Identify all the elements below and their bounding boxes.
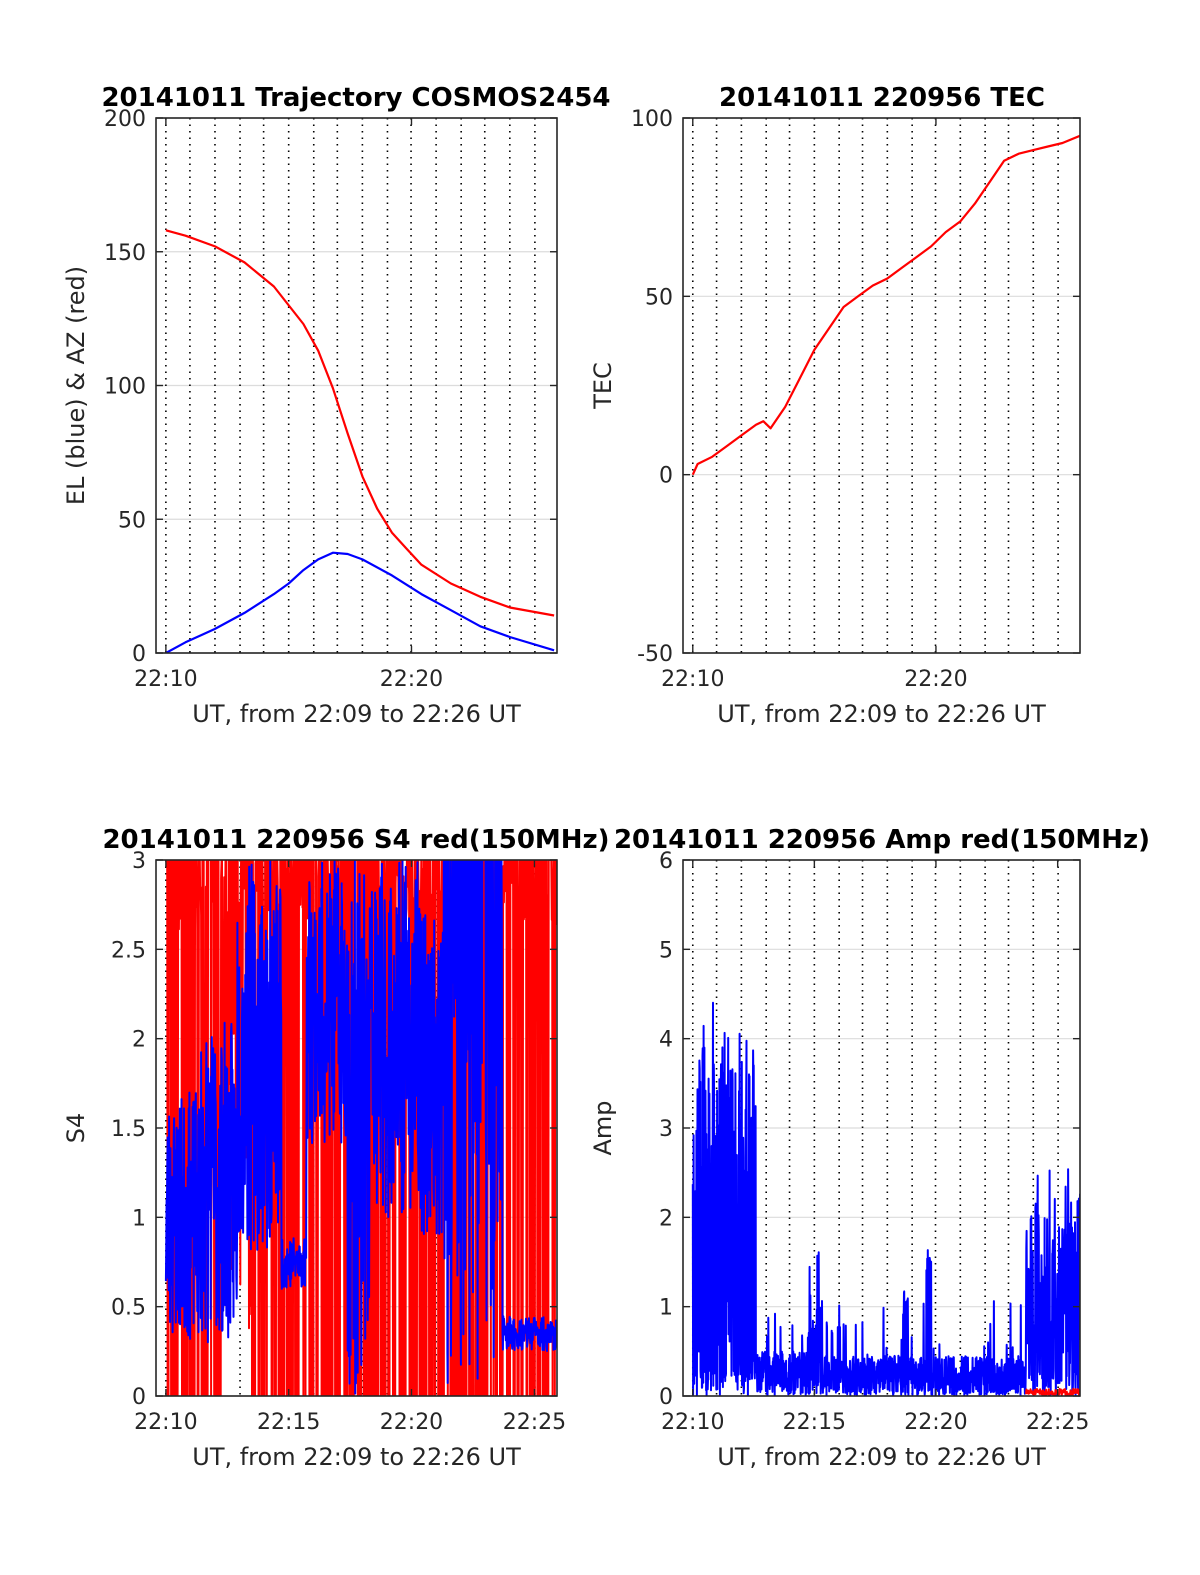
series-line-red [1025, 1387, 1080, 1396]
y-tick-label: 2 [659, 1206, 673, 1231]
y-tick-label: 0 [659, 464, 673, 489]
y-tick-label: 50 [118, 508, 146, 533]
y-tick-label: 0 [132, 642, 146, 667]
y-axis-label: TEC [589, 362, 617, 410]
x-tick-label: 22:15 [783, 1410, 846, 1435]
y-tick-label: 1 [132, 1206, 146, 1231]
y-axis-label: EL (blue) & AZ (red) [62, 266, 90, 505]
y-tick-label: 0.5 [111, 1296, 146, 1321]
x-axis-label: UT, from 22:09 to 22:26 UT [192, 1443, 521, 1471]
x-tick-label: 22:20 [904, 1410, 967, 1435]
y-tick-label: 2.5 [111, 938, 146, 963]
chart-title: 20141011 Trajectory COSMOS2454 [101, 83, 610, 113]
series-line-red [691, 134, 1080, 476]
chart-panel-2: 22:10 22:20 -50 0 50 100 20141011 220956 TEC UT… [589, 83, 1081, 728]
plot-area [691, 134, 1080, 476]
y-tick-label: 4 [659, 1028, 673, 1053]
y-tick-label: 1 [659, 1296, 673, 1321]
chart-title: 20141011 220956 S4 red(150MHz) [102, 825, 609, 855]
x-tick-label: 22:10 [134, 667, 197, 692]
y-tick-label: 100 [104, 375, 146, 400]
series-line-blue [691, 1001, 1080, 1396]
plot-area [691, 1001, 1080, 1396]
y-axis-label: S4 [62, 1113, 90, 1144]
y-tick-label: 0 [132, 1385, 146, 1410]
x-tick-label: 22:10 [661, 667, 724, 692]
chart-title: 20141011 220956 TEC [719, 83, 1045, 113]
series-line-blue [165, 551, 555, 653]
y-tick-label: 0 [659, 1385, 673, 1410]
y-tick-label: 1.5 [111, 1117, 146, 1142]
x-axis-label: UT, from 22:09 to 22:26 UT [717, 700, 1046, 728]
x-tick-label: 22:20 [380, 1410, 443, 1435]
chart-panel-3: 22:10 22:15 22:20 22:25 0 0.5 1 1.5 2 2.5 32014101… [62, 825, 610, 1471]
y-tick-label: -50 [637, 642, 673, 667]
x-axis-label: UT, from 22:09 to 22:26 UT [717, 1443, 1046, 1471]
x-tick-label: 22:20 [380, 667, 443, 692]
y-axis-label: Amp [589, 1100, 617, 1155]
x-tick-label: 22:25 [503, 1410, 566, 1435]
y-tick-label: 2 [132, 1028, 146, 1053]
y-tick-label: 5 [659, 938, 673, 963]
y-tick-label: 6 [659, 849, 673, 874]
plot-area [164, 860, 557, 1396]
y-tick-label: 50 [645, 285, 673, 310]
x-tick-label: 22:15 [257, 1410, 320, 1435]
chart-title: 20141011 220956 Amp red(150MHz) [614, 825, 1150, 855]
x-tick-label: 22:25 [1026, 1410, 1089, 1435]
y-tick-label: 200 [104, 107, 146, 132]
series-line-blue [164, 860, 557, 1395]
y-tick-label: 3 [132, 849, 146, 874]
x-tick-label: 22:20 [904, 667, 967, 692]
x-tick-label: 22:10 [134, 1410, 197, 1435]
y-tick-label: 150 [104, 241, 146, 266]
x-axis-label: UT, from 22:09 to 22:26 UT [192, 700, 521, 728]
series-line-red [165, 229, 555, 617]
plot-area [165, 229, 555, 653]
y-tick-label: 100 [631, 107, 673, 132]
axes-box [682, 117, 1081, 654]
y-tick-label: 3 [659, 1117, 673, 1142]
x-tick-label: 22:10 [661, 1410, 724, 1435]
